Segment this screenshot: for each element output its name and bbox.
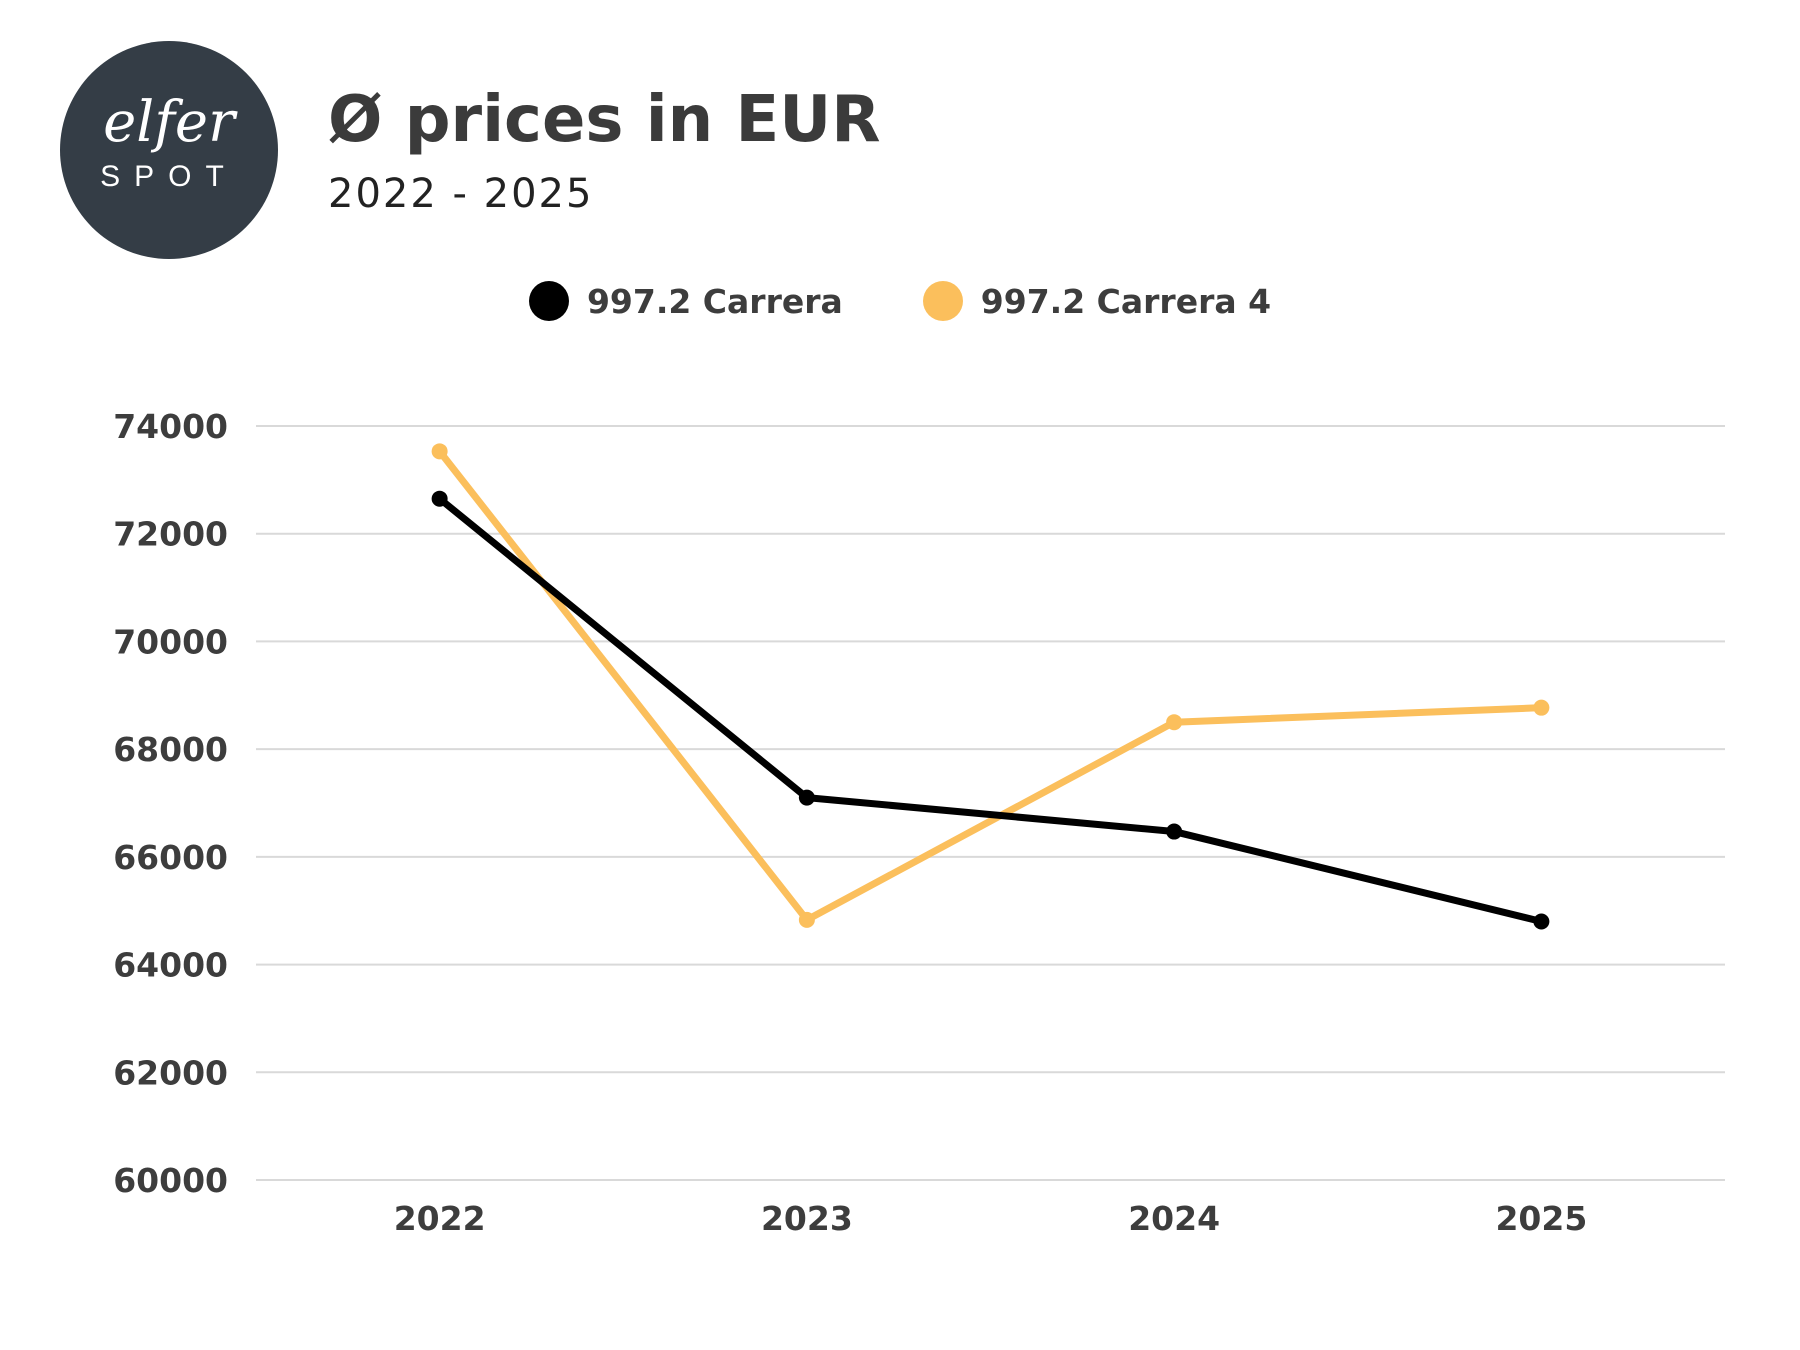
legend-item-series-1: 997.2 Carrera	[528, 281, 843, 321]
elferspot-logo: elfer SPOT	[60, 41, 278, 259]
y-tick-label: 66000	[113, 838, 228, 877]
logo-spot-text: SPOT	[100, 160, 238, 193]
x-tick-label: 2023	[761, 1199, 853, 1238]
y-tick-label: 68000	[113, 730, 228, 769]
data-point-series-2	[1166, 714, 1183, 731]
y-tick-label: 62000	[113, 1053, 228, 1092]
legend-marker-series-2	[922, 281, 963, 321]
chart-title: Ø prices in EUR	[328, 83, 881, 157]
legend: 997.2 Carrera 997.2 Carrera 4	[0, 276, 1800, 326]
data-point-series-1	[1166, 823, 1183, 840]
y-tick-label: 72000	[113, 515, 228, 554]
legend-label-series-1: 997.2 Carrera	[586, 281, 843, 321]
legend-item-series-2: 997.2 Carrera 4	[922, 281, 1272, 321]
x-tick-label: 2022	[394, 1199, 486, 1238]
y-tick-label: 74000	[113, 407, 228, 446]
data-point-series-2	[798, 911, 815, 928]
y-tick-label: 64000	[113, 946, 228, 985]
logo-script-text: elfer	[103, 90, 238, 155]
data-point-series-2	[431, 443, 448, 460]
x-tick-label: 2024	[1128, 1199, 1220, 1238]
data-point-series-1	[798, 789, 815, 806]
data-point-series-1	[431, 490, 448, 507]
x-tick-label: 2025	[1495, 1199, 1587, 1238]
data-point-series-2	[1533, 699, 1550, 716]
data-point-series-1	[1533, 913, 1550, 930]
chart-subtitle: 2022 - 2025	[328, 171, 594, 217]
y-tick-label: 70000	[113, 622, 228, 661]
legend-marker-series-1	[528, 281, 569, 321]
y-tick-label: 60000	[113, 1161, 228, 1200]
series-line-1	[436, 495, 1545, 925]
legend-label-series-2: 997.2 Carrera 4	[980, 281, 1272, 321]
series-line-2	[436, 447, 1545, 924]
